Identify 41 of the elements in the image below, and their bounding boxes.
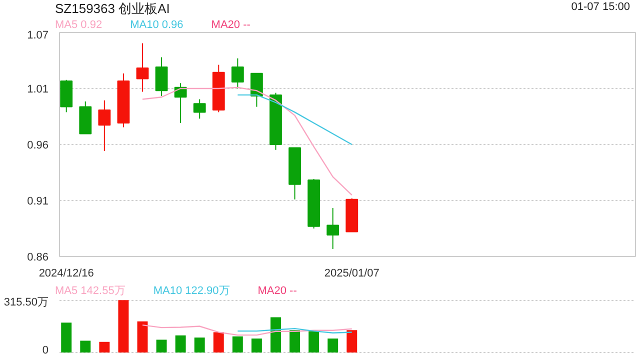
bar bbox=[251, 338, 262, 353]
x-tick-label: 2024/12/16 bbox=[38, 268, 94, 280]
bar bbox=[213, 332, 224, 353]
bar bbox=[328, 338, 338, 353]
y-tick-label: 1.01 bbox=[27, 84, 49, 96]
text: MA10 0.96 bbox=[130, 18, 184, 33]
x-tick-label: 2025/01/07 bbox=[324, 268, 380, 280]
bar bbox=[80, 340, 91, 353]
text: MA5 0.92 bbox=[55, 18, 102, 33]
bar bbox=[270, 317, 281, 353]
y-tick-label: 315.50万 bbox=[4, 296, 49, 308]
y-tick-label: 0.86 bbox=[27, 252, 49, 264]
candlestick bbox=[250, 72, 263, 108]
bar bbox=[118, 300, 129, 353]
bar bbox=[137, 321, 148, 353]
y-tick-label: 0.96 bbox=[27, 140, 49, 152]
candlestick bbox=[155, 56, 168, 97]
bar bbox=[99, 342, 110, 353]
candlestick bbox=[98, 100, 111, 152]
chart-title: SZ159363 创业板AI bbox=[54, 0, 170, 18]
text: MA5 142.55万 bbox=[55, 284, 126, 299]
bar bbox=[232, 336, 243, 353]
text: MA20 -- bbox=[258, 284, 297, 299]
bar bbox=[61, 322, 72, 353]
bar bbox=[194, 338, 205, 353]
bar bbox=[156, 340, 167, 353]
candlestick bbox=[231, 58, 244, 89]
text: MA10 122.90万 bbox=[153, 284, 230, 299]
y-tick-label: 0.91 bbox=[27, 196, 49, 208]
candlestick bbox=[136, 42, 149, 92]
bar bbox=[308, 331, 320, 353]
y-tick-label: 0 bbox=[42, 344, 49, 356]
bar bbox=[175, 335, 186, 353]
candlestick bbox=[193, 98, 206, 120]
y-tick-label: 1.07 bbox=[27, 30, 49, 42]
line-series bbox=[142, 324, 352, 336]
text: 01-07 15:00 bbox=[571, 0, 630, 15]
bar bbox=[346, 330, 358, 353]
candlestick bbox=[326, 208, 340, 250]
text: MA20 -- bbox=[211, 18, 250, 33]
bar bbox=[290, 330, 300, 353]
